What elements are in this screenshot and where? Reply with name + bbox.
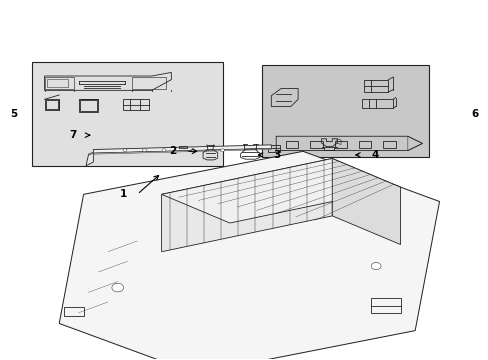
Polygon shape — [161, 158, 331, 252]
Bar — [285, 141, 298, 148]
Polygon shape — [32, 62, 222, 166]
Bar — [45, 100, 58, 109]
Text: 1: 1 — [120, 189, 127, 199]
Bar — [310, 141, 322, 148]
Bar — [79, 99, 98, 112]
Bar — [361, 99, 392, 108]
Circle shape — [123, 149, 127, 152]
Bar — [80, 100, 97, 111]
Bar — [358, 141, 370, 148]
Bar — [178, 145, 187, 148]
Circle shape — [220, 149, 224, 152]
Polygon shape — [331, 158, 400, 244]
Text: 7: 7 — [69, 130, 76, 140]
Circle shape — [142, 149, 146, 152]
Bar — [122, 99, 149, 110]
Polygon shape — [88, 152, 93, 155]
Text: 5: 5 — [10, 109, 18, 119]
Circle shape — [162, 149, 165, 152]
Polygon shape — [86, 153, 93, 166]
Polygon shape — [261, 65, 428, 157]
Text: 2: 2 — [169, 146, 176, 156]
Circle shape — [112, 283, 123, 292]
Bar — [44, 99, 59, 110]
Bar — [370, 298, 400, 313]
Polygon shape — [93, 145, 271, 153]
Circle shape — [191, 149, 195, 152]
Bar — [64, 307, 83, 316]
Text: 4: 4 — [370, 150, 378, 160]
Polygon shape — [93, 148, 271, 154]
Polygon shape — [161, 158, 400, 223]
Text: 6: 6 — [470, 109, 478, 119]
Bar — [363, 80, 387, 92]
Bar — [267, 145, 280, 152]
Circle shape — [370, 262, 380, 270]
Polygon shape — [59, 151, 439, 360]
Bar — [334, 141, 346, 148]
Text: 3: 3 — [273, 150, 281, 160]
Bar — [383, 141, 395, 148]
